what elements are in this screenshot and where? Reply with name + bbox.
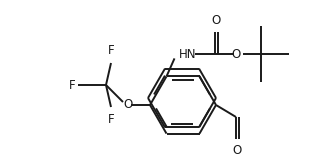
Text: O: O [232, 48, 241, 61]
Text: F: F [69, 79, 75, 91]
Text: F: F [108, 44, 114, 57]
Text: O: O [211, 14, 220, 27]
Text: O: O [123, 99, 133, 112]
Text: O: O [232, 144, 241, 157]
Text: F: F [108, 113, 114, 126]
Text: HN: HN [179, 48, 196, 61]
